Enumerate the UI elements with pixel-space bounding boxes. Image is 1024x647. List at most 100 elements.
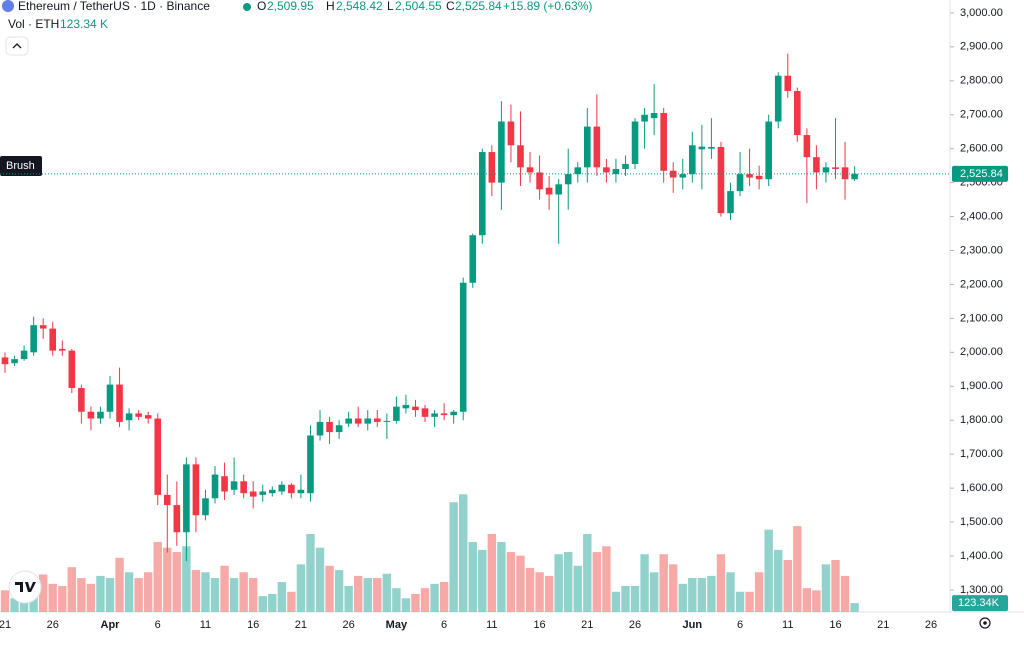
volume-bar <box>124 572 134 612</box>
candle-body <box>125 413 133 421</box>
candle-body <box>211 474 219 499</box>
candle-body <box>373 418 381 422</box>
candle-body <box>431 413 438 417</box>
candle-body <box>68 350 76 388</box>
y-tick-label: 2,700.00 <box>960 109 1003 121</box>
volume-bar <box>143 572 153 612</box>
x-tick-label: 6 <box>737 619 743 631</box>
candle-body <box>58 348 66 351</box>
candle-body <box>660 113 667 171</box>
candle-body <box>230 481 238 490</box>
volume-bar <box>544 575 554 612</box>
volume-bar <box>48 583 57 612</box>
low-label: L <box>387 0 394 13</box>
y-tick-label: 1,700.00 <box>960 448 1003 460</box>
candle-body <box>354 418 362 424</box>
volume-bar <box>459 494 468 612</box>
volume-bar <box>821 564 831 612</box>
volume-bar <box>392 588 401 612</box>
volume-bar <box>163 547 172 612</box>
collapse-button[interactable] <box>5 36 29 56</box>
volume-bar <box>105 578 115 612</box>
volume-bar <box>248 578 258 612</box>
volume-bar <box>659 554 668 612</box>
volume-bar <box>497 541 506 612</box>
y-tick-label: 2,200.00 <box>960 278 1003 290</box>
volume-bar <box>707 575 716 612</box>
volume-bar <box>191 570 201 612</box>
x-tick-label: 26 <box>343 619 355 631</box>
candle-body <box>288 484 295 494</box>
candle-body <box>832 167 839 170</box>
volume-bar <box>602 546 611 612</box>
candle-body <box>708 146 715 149</box>
volume-bar <box>726 572 735 612</box>
volume-bar <box>573 565 582 612</box>
candle-body <box>440 413 448 416</box>
candle-body <box>765 121 772 180</box>
volume-bar <box>296 564 306 612</box>
x-tick-label: Apr <box>101 619 121 631</box>
x-tick-label: 26 <box>925 619 937 631</box>
candle-body <box>736 174 744 192</box>
volume-bar <box>850 603 859 612</box>
candle-body <box>240 481 247 494</box>
volume-bar <box>439 582 449 612</box>
volume-bar <box>583 534 592 612</box>
candle-body <box>20 350 28 360</box>
volume-bar <box>258 596 267 612</box>
settings-icon[interactable] <box>979 617 991 629</box>
volume-bar <box>67 567 77 612</box>
last-price-tag <box>952 165 1008 182</box>
volume-bar <box>745 591 754 612</box>
candle-body <box>163 494 171 506</box>
settings-ring <box>979 617 991 629</box>
candle-body <box>192 464 200 516</box>
y-tick-label: 2,100.00 <box>960 312 1003 324</box>
candle-body <box>383 420 391 422</box>
volume-bar <box>115 557 124 612</box>
volume-bar <box>783 560 792 612</box>
candle-body <box>669 170 677 178</box>
candle-body <box>412 406 419 411</box>
candle-body <box>297 489 305 494</box>
volume-bar <box>611 591 621 612</box>
volume-bar <box>630 586 640 612</box>
volume-bar <box>134 578 143 612</box>
y-tick-label: 2,300.00 <box>960 244 1003 256</box>
x-tick-label: 6 <box>155 619 161 631</box>
x-tick-label: 11 <box>486 619 497 631</box>
legend: Ethereum / TetherUS · 1D · Binance O 2,5… <box>2 0 592 56</box>
candle-body <box>584 126 591 168</box>
y-tick-label: 1,800.00 <box>960 414 1003 426</box>
candle-body <box>144 415 152 419</box>
volume-bar <box>287 591 296 612</box>
open-label: O <box>257 0 266 13</box>
candle-body <box>450 411 457 416</box>
high-value: 2,548.42 <box>336 0 383 13</box>
candle-body <box>727 191 734 214</box>
tv-logo-mark <box>15 582 36 592</box>
candle-body <box>574 167 582 175</box>
volume-bar <box>487 534 497 612</box>
volume-bar <box>678 583 687 612</box>
volume-bar <box>172 552 182 612</box>
y-tick-label: 2,000.00 <box>960 346 1003 358</box>
candle-body <box>364 418 372 424</box>
x-tick-label: 21 <box>0 619 11 631</box>
candle-body <box>612 169 620 175</box>
volume-bar <box>592 552 602 612</box>
x-tick-label: 16 <box>829 619 841 631</box>
candle-body <box>641 114 648 122</box>
volume-bar <box>802 588 812 612</box>
tv-logo-bg <box>8 570 42 604</box>
volume-bar <box>430 583 439 612</box>
candle-body <box>507 121 515 146</box>
close-label: C <box>446 0 455 13</box>
candle-body <box>631 121 639 164</box>
brush-tag-text: Brush <box>6 160 35 172</box>
candle-body <box>402 404 410 409</box>
candle-body <box>268 489 276 494</box>
